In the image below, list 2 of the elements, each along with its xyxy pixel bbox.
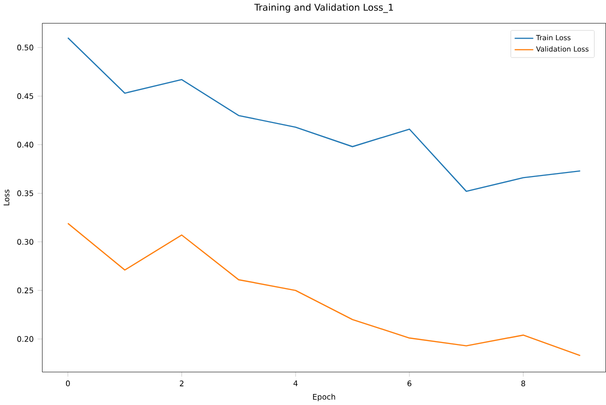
line-series: [67, 222, 581, 356]
chart-title: Training and Validation Loss_1: [254, 4, 393, 13]
